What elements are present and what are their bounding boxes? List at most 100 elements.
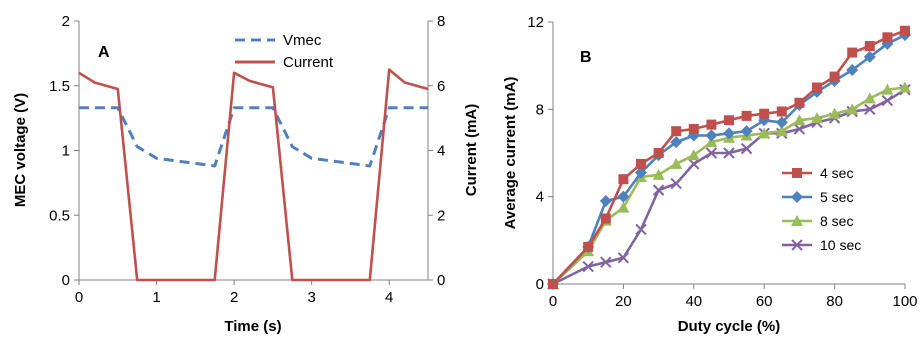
data-point-4-sec [759, 108, 770, 119]
data-point-5-sec [740, 125, 753, 138]
data-point-8-sec [775, 125, 788, 137]
legend-label-8-sec: 8 sec [820, 213, 853, 229]
panel-b-y-tick-label: 0 [536, 276, 544, 293]
panel-a-y-ticks: 0 0.5 1 1.5 2 [49, 13, 79, 289]
data-point-8-sec [811, 112, 823, 124]
legend-label-5-sec: 5 sec [820, 189, 853, 205]
panel-a-x-tick-label: 3 [307, 289, 315, 306]
panel-b-label: B [580, 49, 592, 66]
data-point-8-sec [899, 81, 911, 93]
data-point-4-sec [794, 97, 805, 108]
panel-a-legend: Vmec Current [235, 32, 334, 71]
data-point-10-sec [793, 123, 806, 135]
data-point-4-sec [812, 82, 822, 93]
data-point-5-sec [723, 127, 735, 140]
data-point-5-sec [599, 195, 612, 208]
series-line-current [78, 68, 429, 282]
panel-a-x-axis-title: Time (s) [224, 318, 281, 335]
legend-label-vmec: Vmec [283, 32, 322, 49]
panel-b-y-axis-title: Average current (mA) [502, 77, 519, 230]
data-point-4-sec [776, 106, 787, 117]
panel-a-label: A [98, 44, 110, 61]
data-point-4-sec [864, 41, 875, 52]
data-point-10-sec [881, 94, 894, 107]
panel-b-x-tick-label: 80 [826, 293, 843, 310]
data-point-4-sec [653, 148, 664, 158]
panel-a-y2-ticks: 0 2 4 6 8 [428, 13, 445, 289]
legend-label-current: Current [283, 54, 334, 71]
panel-b-x-tick-label: 40 [685, 293, 702, 310]
data-point-4-sec [741, 110, 752, 121]
panel-a-chart: 0 0.5 1 1.5 2 0 2 4 6 8 0 1 2 3 4 A Vmec Current Tim… [12, 13, 480, 335]
legend-marker-4-sec [792, 168, 802, 178]
data-point-4-sec [688, 123, 699, 134]
panel-b-x-tick-label: 100 [892, 293, 917, 310]
panel-a-y2-tick-label: 4 [437, 143, 445, 160]
panel-a-y-tick-label: 0.5 [49, 207, 70, 224]
series-line-vmec [79, 106, 428, 168]
data-point-10-sec [688, 158, 700, 170]
data-point-4-sec [636, 158, 646, 169]
data-point-8-sec [687, 149, 700, 161]
panel-a-x-ticks: 0 1 2 3 4 [75, 280, 393, 306]
data-point-5-sec [846, 64, 859, 77]
panel-a-y2-tick-label: 0 [437, 272, 445, 289]
data-point-10-sec [635, 223, 647, 236]
panel-a-y2-tick-label: 6 [437, 78, 445, 95]
legend-marker-5-sec [791, 191, 803, 203]
data-point-10-sec [652, 184, 665, 196]
panel-b-x-tick-label: 60 [756, 293, 773, 310]
data-point-4-sec [724, 115, 734, 126]
panel-a-x-tick-label: 2 [230, 289, 238, 306]
panel-b-y-ticks: 0 4 8 12 [527, 14, 553, 293]
data-point-4-sec [600, 213, 611, 224]
data-point-10-sec [617, 252, 630, 264]
panel-b-x-tick-label: 0 [549, 293, 557, 310]
data-point-4-sec [706, 119, 717, 130]
data-point-10-sec [740, 142, 753, 155]
data-point-8-sec [652, 168, 665, 180]
data-point-4-sec [548, 279, 558, 289]
data-point-8-sec [881, 83, 894, 95]
data-point-5-sec [617, 190, 630, 203]
legend-marker-10-sec [791, 239, 803, 251]
panel-b-series [547, 25, 911, 290]
data-point-8-sec [617, 201, 630, 213]
panel-b-y-tick-label: 4 [536, 189, 544, 206]
panel-b-y-tick-label: 12 [527, 14, 544, 31]
data-point-10-sec [600, 256, 612, 268]
panel-b-x-tick-label: 20 [615, 293, 632, 310]
data-point-5-sec [635, 166, 647, 179]
legend-marker-8-sec [791, 215, 803, 226]
data-point-4-sec [671, 126, 682, 137]
data-point-10-sec [582, 260, 594, 273]
data-point-4-sec [882, 32, 893, 43]
data-point-10-sec [670, 177, 682, 190]
legend-label-4-sec: 4 sec [820, 165, 853, 181]
panel-a-x-tick-label: 1 [152, 289, 160, 306]
data-point-10-sec [705, 147, 718, 159]
data-point-5-sec [705, 129, 718, 142]
panel-a-y2-axis-title: Current (mA) [463, 104, 480, 197]
data-point-8-sec [705, 136, 718, 148]
data-point-4-sec [829, 71, 840, 82]
data-point-5-sec [863, 50, 876, 63]
panel-a-y2-tick-label: 2 [437, 207, 445, 224]
panel-b-legend: 4 sec 5 sec 8 sec 10 sec [782, 165, 861, 253]
panel-b-y-tick-label: 8 [536, 101, 544, 118]
panel-a-y-tick-label: 1.5 [49, 78, 70, 95]
data-point-8-sec [758, 127, 771, 139]
data-point-8-sec [670, 157, 683, 169]
data-point-4-sec [900, 25, 910, 36]
data-point-10-sec [864, 103, 876, 116]
panel-b-x-axis-title: Duty cycle (%) [678, 318, 781, 335]
panel-a-y-tick-label: 1 [62, 143, 70, 160]
data-point-4-sec [583, 241, 594, 252]
data-point-8-sec [863, 92, 876, 104]
data-point-8-sec [828, 107, 841, 119]
data-point-4-sec [847, 47, 858, 58]
panel-a-y2-tick-label: 8 [437, 13, 445, 30]
panel-b-chart: 0 4 8 12 0 20 40 60 80 100 B 4 sec 5 sec 8 sec 10 s… [502, 14, 918, 335]
panel-a-y-tick-label: 2 [62, 13, 70, 30]
